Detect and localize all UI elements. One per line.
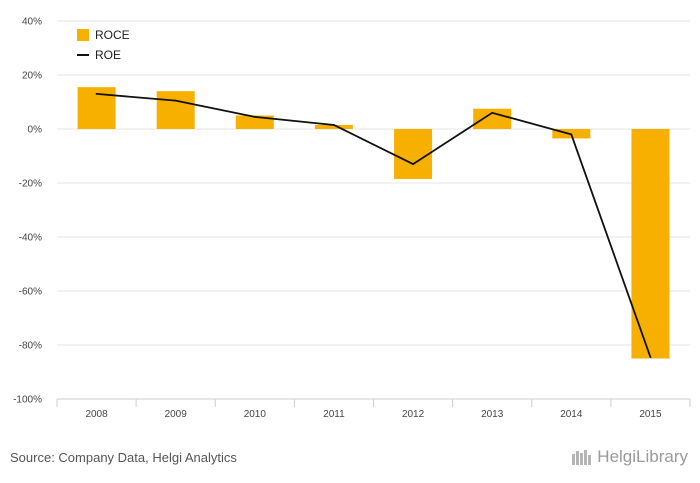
y-axis: 40% 20% 0% -20% -40% -60% -80% -100% [13, 17, 42, 406]
roe-line-series [95, 93, 652, 359]
bar-roce [631, 129, 670, 359]
roe-line [96, 93, 652, 358]
x-tick-label: 2008 [85, 409, 108, 420]
x-axis: 2008 2009 2010 2011 2012 2013 2014 2015 [56, 398, 691, 420]
roe-point [95, 93, 98, 95]
bar-roce [473, 108, 512, 129]
y-tick-label: 40% [22, 17, 42, 28]
roe-point [412, 163, 414, 166]
bar-roce [235, 115, 274, 129]
x-tick-label: 2009 [165, 409, 188, 420]
y-tick-label: 0% [28, 125, 43, 136]
roe-point [491, 111, 494, 114]
x-tick-label: 2014 [560, 409, 583, 420]
legend-label-roe: ROE [95, 48, 121, 62]
bar-roce [394, 129, 433, 179]
y-tick-label: 20% [22, 71, 42, 82]
brand-logo: HelgiLibrary [571, 447, 688, 467]
roe-point [570, 133, 573, 136]
roe-point [649, 356, 652, 359]
legend: ROCE ROE [77, 28, 130, 62]
x-tick-label: 2012 [402, 409, 425, 420]
x-tick-label: 2013 [481, 409, 504, 420]
gridlines [57, 20, 690, 400]
legend-swatch-roce [77, 29, 89, 41]
roe-point [174, 99, 177, 102]
brand-name: HelgiLibrary [597, 447, 688, 466]
bar-roce [156, 91, 195, 129]
roe-point [333, 124, 335, 126]
source-note: Source: Company Data, Helgi Analytics [10, 450, 237, 465]
y-tick-label: -60% [19, 287, 42, 298]
bar-roce [314, 124, 353, 129]
library-logo-icon [572, 450, 592, 465]
x-tick-label: 2011 [323, 409, 345, 420]
x-tick-label: 2010 [244, 409, 267, 420]
x-tick-label: 2015 [639, 409, 662, 420]
legend-label-roce: ROCE [95, 28, 130, 42]
y-tick-label: -40% [19, 233, 42, 244]
roe-point [253, 115, 256, 118]
y-tick-label: -80% [19, 341, 42, 352]
y-tick-label: -100% [13, 395, 42, 406]
roce-bars [77, 87, 670, 359]
y-tick-label: -20% [19, 179, 42, 190]
chart: 40%20%0%-20%-40%-60%-80%-100% 2008 2009 20… [13, 17, 691, 420]
